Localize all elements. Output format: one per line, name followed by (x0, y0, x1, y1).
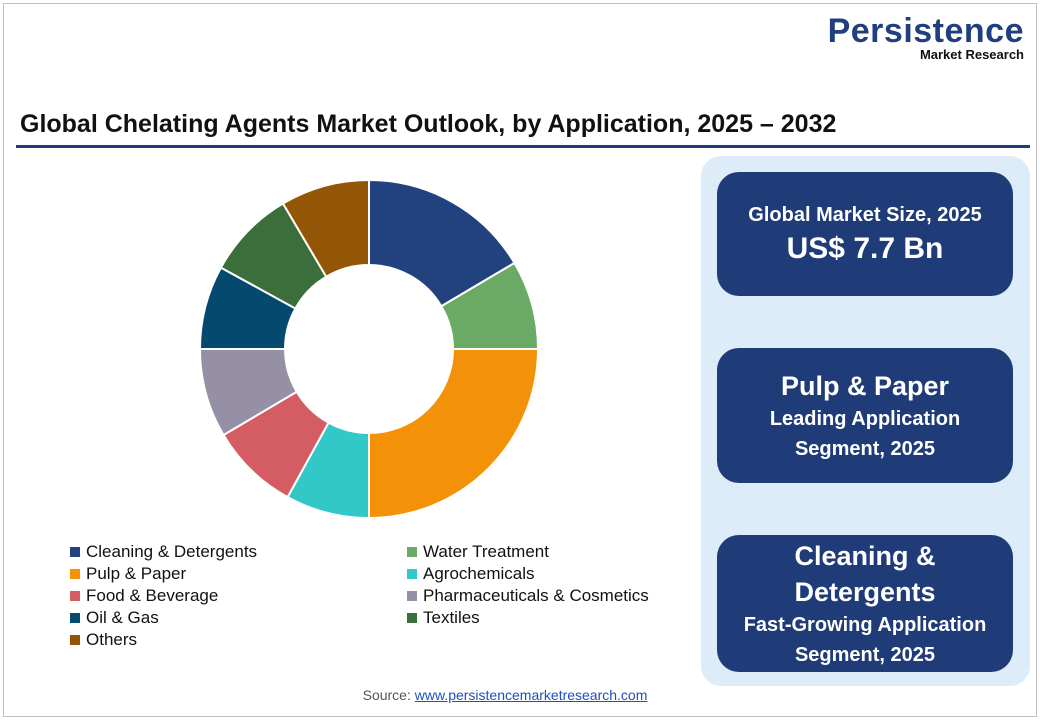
legend-label: Cleaning & Detergents (86, 541, 258, 561)
card-label: Leading Application (769, 407, 961, 430)
legend-item: Oil & Gas (70, 608, 407, 627)
legend-label: Pharmaceuticals & Cosmetics (423, 585, 649, 605)
legend-label: Agrochemicals (423, 563, 535, 583)
chart-title: Global Chelating Agents Market Outlook, … (20, 110, 837, 138)
legend-item: Agrochemicals (407, 564, 707, 583)
donut-chart (198, 178, 540, 520)
legend-swatch (70, 634, 80, 645)
legend-label: Oil & Gas (86, 607, 159, 627)
logo-line2: Market Research (919, 47, 1024, 62)
legend-swatch (70, 612, 80, 623)
legend-item: Pulp & Paper (70, 564, 407, 583)
legend-swatch (407, 568, 417, 579)
title-rule (16, 145, 1030, 148)
logo: Persistence Market Research (828, 14, 1024, 62)
legend-label: Others (86, 629, 138, 649)
legend-swatch (70, 568, 80, 579)
card-label: Fast-Growing Application (743, 613, 987, 636)
legend-item: Cleaning & Detergents (70, 542, 407, 561)
legend-swatch (407, 612, 417, 623)
card-value: Pulp & Paper (780, 370, 950, 401)
legend-label: Pulp & Paper (86, 563, 187, 583)
fast-growing-card: Cleaning & Detergents Fast-Growing Appli… (717, 535, 1013, 672)
legend-swatch (407, 590, 417, 601)
legend-swatch (70, 546, 80, 557)
source: Source: www.persistencemarketresearch.co… (0, 687, 1010, 703)
slice-pulp-paper (368, 348, 540, 520)
slice-cleaning-detergents (368, 178, 516, 308)
card-value: Detergents (794, 576, 936, 607)
logo-line1: Persistence (827, 12, 1024, 50)
card-label: Global Market Size, 2025 (748, 204, 982, 226)
source-label: Source: (362, 687, 411, 703)
card-label: Segment, 2025 (794, 643, 936, 666)
source-link[interactable]: www.persistencemarketresearch.com (414, 687, 648, 703)
legend-swatch (407, 546, 417, 557)
legend-item: Textiles (407, 608, 707, 627)
slice-others (281, 178, 370, 279)
legend-item: Water Treatment (407, 542, 707, 561)
card-value: US$ 7.7 Bn (786, 232, 944, 265)
legend-label: Water Treatment (423, 541, 549, 561)
legend-item: Food & Beverage (70, 586, 407, 605)
legend-swatch (70, 590, 80, 601)
card-value: Cleaning & (794, 540, 936, 571)
leading-segment-card: Pulp & Paper Leading Application Segment… (717, 348, 1013, 483)
card-label: Segment, 2025 (794, 437, 936, 460)
frame (3, 3, 1037, 717)
legend-label: Textiles (423, 607, 480, 627)
legend-label: Food & Beverage (86, 585, 219, 605)
legend-item: Others (70, 630, 407, 649)
market-size-card: Global Market Size, 2025 US$ 7.7 Bn (717, 172, 1013, 296)
legend-item: Pharmaceuticals & Cosmetics (407, 586, 707, 605)
legend: Cleaning & Detergents Water Treatment Pulp… (70, 542, 707, 649)
